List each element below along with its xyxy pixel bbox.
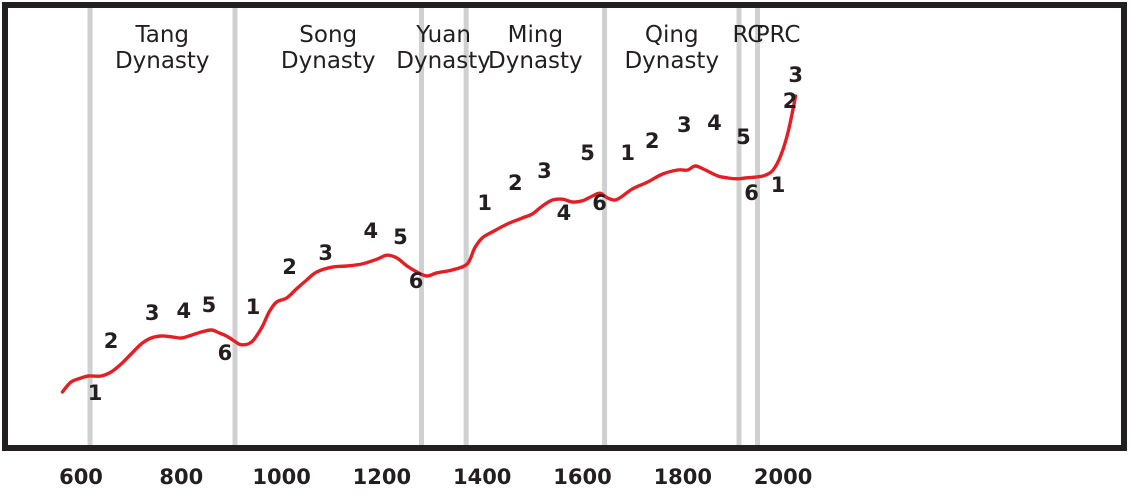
dynasty-label-line: Yuan <box>415 22 471 48</box>
series-layer <box>60 94 798 394</box>
phase-label: 2 <box>783 89 798 113</box>
x-tick-label: 1200 <box>353 465 411 489</box>
phase-label: 2 <box>508 171 523 195</box>
phase-label: 3 <box>537 159 552 183</box>
phase-label: 3 <box>677 113 692 137</box>
x-tick-label: 1400 <box>453 465 511 489</box>
phase-label: 5 <box>580 141 595 165</box>
dynasty-label-line: Dynasty <box>624 48 719 74</box>
x-tick-labels: 600 800 1000 1200 1400 1600 1800 2000 <box>59 465 812 489</box>
phase-label: 5 <box>736 125 751 149</box>
dynasty-label-line: PRC <box>756 22 801 48</box>
dynasty-label: Tang Dynasty <box>115 22 210 74</box>
phase-label: 6 <box>218 341 233 365</box>
dynasty-label-line: Dynasty <box>396 48 491 74</box>
phase-label: 3 <box>145 301 160 325</box>
dynasty-label-line: Dynasty <box>488 48 583 74</box>
phase-label: 4 <box>364 219 379 243</box>
phase-label: 2 <box>104 329 119 353</box>
dynasty-label-line: Dynasty <box>115 48 210 74</box>
phase-label: 5 <box>393 225 408 249</box>
phase-label: 1 <box>477 191 492 215</box>
phase-label: 1 <box>88 381 103 405</box>
phase-label: 6 <box>409 269 424 293</box>
dynasty-label-line: RC <box>733 22 764 48</box>
dynasty-label: Ming Dynasty <box>488 22 583 74</box>
phase-label: 2 <box>645 129 660 153</box>
phase-label: 1 <box>246 295 261 319</box>
dynasty-label-line: Dynasty <box>281 48 376 74</box>
phase-label: 5 <box>202 293 217 317</box>
plot-background <box>5 5 1124 448</box>
dynasty-label: PRC <box>756 22 801 48</box>
phase-label: 4 <box>176 299 191 323</box>
dynasty-label-line: Song <box>299 22 357 48</box>
phase-label: 6 <box>592 191 607 215</box>
x-tick-label: 2000 <box>754 465 812 489</box>
x-tick-label: 800 <box>159 465 203 489</box>
dynasty-label: Qing Dynasty <box>624 22 719 74</box>
dynasty-label: Yuan Dynasty <box>396 22 491 74</box>
phase-label: 3 <box>318 241 333 265</box>
dynasty-label-line: Qing <box>645 22 699 48</box>
dynasty-label-line: Tang <box>134 22 189 48</box>
dynasty-boundaries <box>87 8 761 445</box>
series-line <box>60 94 798 394</box>
phase-label: 1 <box>771 173 786 197</box>
phase-label: 2 <box>282 255 297 279</box>
x-tick-label: 1000 <box>252 465 310 489</box>
x-tick-label: 1800 <box>654 465 712 489</box>
x-tick-label: 1600 <box>553 465 611 489</box>
dynasty-label: RC <box>733 22 764 48</box>
plot-frame <box>2 2 1127 451</box>
phase-label: 6 <box>744 181 759 205</box>
dynasty-label-line: Ming <box>508 22 563 48</box>
phase-label: 3 <box>788 63 803 87</box>
phase-label: 4 <box>707 111 722 135</box>
phase-label: 1 <box>620 141 635 165</box>
x-tick-label: 600 <box>59 465 103 489</box>
phase-label: 4 <box>557 201 572 225</box>
dynasty-label: Song Dynasty <box>281 22 376 74</box>
